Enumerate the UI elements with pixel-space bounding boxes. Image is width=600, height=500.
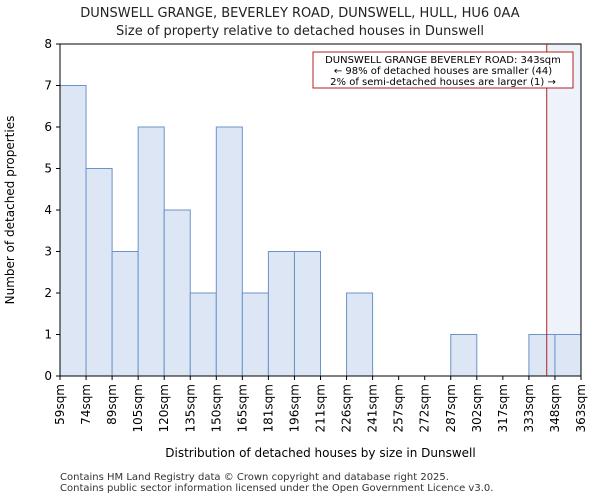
x-tick-label-59sqm: 59sqm [53,384,67,425]
bar-59sqm [59,85,87,377]
marker-highlight-region [546,44,581,376]
x-tick-label-211sqm: 211sqm [314,384,328,432]
x-axis-label: Distribution of detached houses by size … [165,446,475,460]
x-tick-label-348sqm: 348sqm [548,384,562,432]
y-tick-label: 3 [44,245,52,259]
y-tick-label: 5 [44,162,52,176]
y-tick-label: 0 [44,369,52,383]
y-tick-label: 1 [44,328,52,342]
bar-287sqm [450,334,478,377]
y-tick-label: 4 [44,203,52,217]
chart-subtitle: Size of property relative to detached ho… [116,24,484,39]
bar-196sqm [293,251,322,377]
x-tick-label-120sqm: 120sqm [157,384,171,432]
bar-150sqm [215,126,243,377]
bar-226sqm [346,292,374,377]
y-tick-label: 7 [44,79,52,93]
footer-copyright: Contains HM Land Registry data © Crown c… [60,472,449,483]
marker-annotation-line: 2% of semi-detached houses are larger (1… [330,77,556,88]
bar-165sqm [241,292,269,377]
x-tick-label-165sqm: 165sqm [235,384,249,432]
bar-105sqm [137,126,165,377]
footer-licence: Contains public sector information licen… [60,483,494,494]
y-tick-label: 8 [44,37,52,51]
y-axis-label: Number of detached properties [3,116,17,305]
marker-annotation-box [312,51,574,89]
bar-135sqm [189,292,217,377]
x-tick-label-272sqm: 272sqm [418,384,432,432]
x-tick-label-196sqm: 196sqm [287,384,301,432]
x-tick-label-241sqm: 241sqm [366,384,380,432]
x-tick-label-135sqm: 135sqm [183,384,197,432]
bar-74sqm [85,168,113,377]
x-tick-label-333sqm: 333sqm [522,384,536,432]
x-tick-label-302sqm: 302sqm [470,384,484,432]
marker-annotation-line: ← 98% of detached houses are smaller (44… [334,66,552,77]
x-tick-label-89sqm: 89sqm [105,384,119,425]
bar-333sqm [528,334,556,377]
x-tick-label-317sqm: 317sqm [496,384,510,432]
y-tick-label: 2 [44,286,52,300]
bar-120sqm [163,209,191,377]
x-tick-label-181sqm: 181sqm [261,384,275,432]
chart-title: DUNSWELL GRANGE, BEVERLEY ROAD, DUNSWELL… [80,6,520,21]
y-tick-label: 6 [44,120,52,134]
x-tick-label-105sqm: 105sqm [131,384,145,432]
x-tick-label-257sqm: 257sqm [392,384,406,432]
x-tick-label-226sqm: 226sqm [340,384,354,432]
bar-89sqm [111,251,139,377]
x-tick-label-74sqm: 74sqm [79,384,93,425]
bar-181sqm [267,251,295,377]
bar-348sqm [554,334,582,377]
x-tick-label-363sqm: 363sqm [574,384,588,432]
x-tick-label-287sqm: 287sqm [444,384,458,432]
x-tick-label-150sqm: 150sqm [209,384,223,432]
marker-annotation-line: DUNSWELL GRANGE BEVERLEY ROAD: 343sqm [325,55,561,66]
